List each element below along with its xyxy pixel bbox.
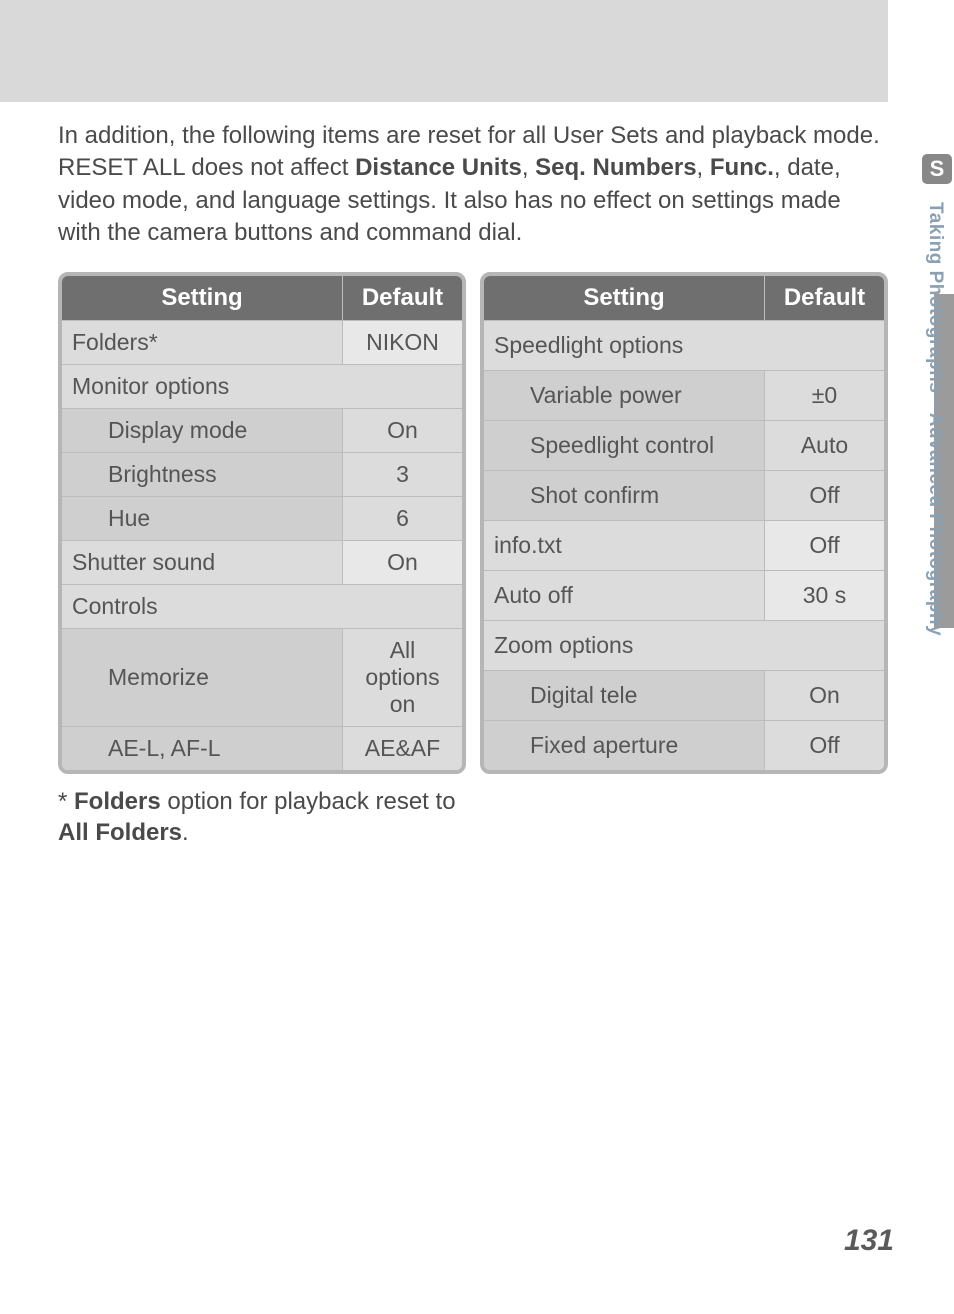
setting-value: Auto [764,420,884,470]
side-icon-letter: S [930,156,945,182]
side-section-icon: S [922,154,952,184]
page-content: In addition, the following items are res… [58,120,888,848]
intro-sep2: , [697,154,710,181]
footnote: * Folders option for playback reset to A… [58,786,478,848]
table-row: MemorizeAll options on [62,628,462,726]
setting-value: AE&AF [342,726,462,770]
table-row: Speedlight options [484,320,884,370]
setting-label: Auto off [484,570,764,620]
right-table-body: Speedlight optionsVariable power±0Speedl… [484,320,884,770]
table-row: Zoom options [484,620,884,670]
setting-value: 30 s [764,570,884,620]
settings-table-right: Setting Default Speedlight optionsVariab… [480,272,888,774]
footnote-end: . [182,819,189,846]
table-row: Shot confirmOff [484,470,884,520]
setting-value: Off [764,520,884,570]
setting-value: Off [764,720,884,770]
setting-label: Variable power [484,370,764,420]
setting-label: Digital tele [484,670,764,720]
setting-value: ±0 [764,370,884,420]
table-row: Speedlight controlAuto [484,420,884,470]
section-label: Controls [62,584,462,628]
table-row: Fixed apertureOff [484,720,884,770]
intro-sep1: , [522,154,535,181]
footnote-star: * [58,788,67,815]
th-default: Default [764,276,884,320]
setting-value: Off [764,470,884,520]
table-header-row: Setting Default [62,276,462,320]
section-label: Speedlight options [484,320,884,370]
setting-label: Speedlight control [484,420,764,470]
footnote-mid: option for playback reset to [161,788,456,815]
table-row: Variable power±0 [484,370,884,420]
table-row: Monitor options [62,364,462,408]
table-row: Display modeOn [62,408,462,452]
setting-value: On [764,670,884,720]
setting-value: 6 [342,496,462,540]
table-row: Shutter soundOn [62,540,462,584]
table-row: Folders*NIKON [62,320,462,364]
th-setting: Setting [484,276,764,320]
setting-value: On [342,408,462,452]
setting-label: Shutter sound [62,540,342,584]
top-gray-band [0,0,888,102]
setting-label: Brightness [62,452,342,496]
settings-table-left: Setting Default Folders*NIKONMonitor opt… [58,272,466,774]
setting-label: Display mode [62,408,342,452]
setting-label: AE-L, AF-L [62,726,342,770]
intro-b1: Distance Units [355,154,522,181]
section-label: Monitor options [62,364,462,408]
section-label: Zoom options [484,620,884,670]
side-tab: S Taking Photographs—Advanced Photograph… [920,154,954,714]
intro-b2: Seq. Numbers [535,154,696,181]
table-row: Brightness3 [62,452,462,496]
table-header-row: Setting Default [484,276,884,320]
intro-paragraph: In addition, the following items are res… [58,120,888,250]
table-row: Digital teleOn [484,670,884,720]
left-table-body: Folders*NIKONMonitor optionsDisplay mode… [62,320,462,770]
intro-b3: Func. [710,154,774,181]
setting-label: Memorize [62,628,342,726]
setting-value: On [342,540,462,584]
setting-value: NIKON [342,320,462,364]
table-row: Auto off30 s [484,570,884,620]
page-number: 131 [844,1224,894,1258]
th-default: Default [342,276,462,320]
setting-label: Shot confirm [484,470,764,520]
setting-label: Hue [62,496,342,540]
tables-row: Setting Default Folders*NIKONMonitor opt… [58,272,888,774]
table-row: Controls [62,584,462,628]
table-row: Hue6 [62,496,462,540]
side-tab-text: Taking Photographs—Advanced Photography [924,202,946,702]
th-setting: Setting [62,276,342,320]
setting-value: All options on [342,628,462,726]
setting-label: Folders* [62,320,342,364]
setting-value: 3 [342,452,462,496]
footnote-b1: Folders [74,788,161,815]
table-row: AE-L, AF-LAE&AF [62,726,462,770]
setting-label: Fixed aperture [484,720,764,770]
table-row: info.txtOff [484,520,884,570]
footnote-b2: All Folders [58,819,182,846]
setting-label: info.txt [484,520,764,570]
